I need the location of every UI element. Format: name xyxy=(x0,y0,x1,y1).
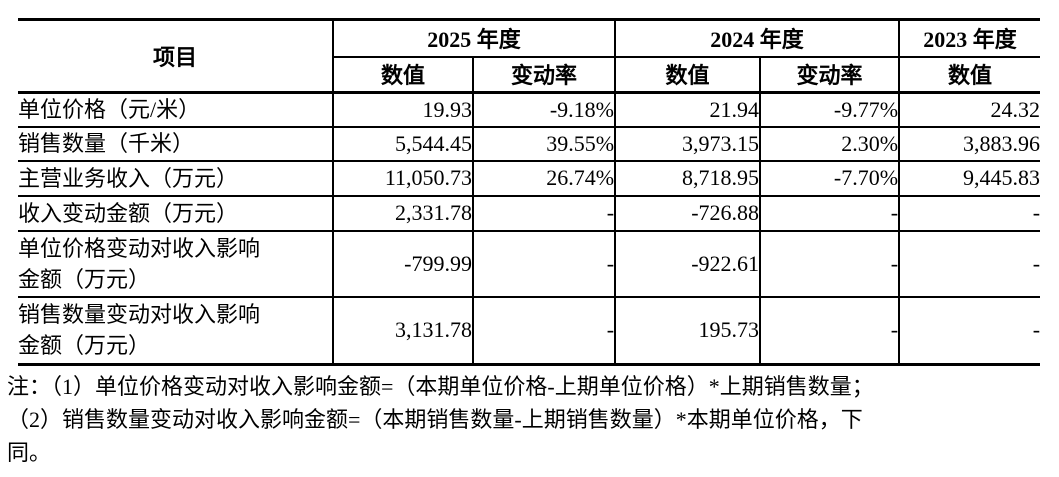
cell-value: - xyxy=(899,195,1041,232)
cell-value: 21.94 xyxy=(615,92,762,128)
cell-value: 26.74% xyxy=(473,160,617,197)
cell-value: - xyxy=(899,296,1041,366)
cell-value: - xyxy=(473,195,617,232)
table-row-main-revenue: 主营业务收入（万元） 11,050.73 26.74% 8,718.95 -7.… xyxy=(18,160,1041,197)
cell-value: 19.93 xyxy=(333,92,474,128)
row-label: 主营业务收入（万元） xyxy=(18,160,334,197)
cell-value: 11,050.73 xyxy=(333,160,474,197)
table-row-unit-price: 单位价格（元/米） 19.93 -9.18% 21.94 -9.77% 24.3… xyxy=(18,92,1041,128)
cell-value: 3,131.78 xyxy=(333,296,474,366)
cell-value: 195.73 xyxy=(615,296,762,366)
cell-value: - xyxy=(760,296,901,366)
cell-value: 9,445.83 xyxy=(899,160,1041,197)
table-row-sales-volume: 销售数量（千米） 5,544.45 39.55% 3,973.15 2.30% … xyxy=(18,126,1041,162)
cell-value: - xyxy=(760,195,901,232)
table-row-price-impact: 单位价格变动对收入影响 金额（万元） -799.99 - -922.61 - - xyxy=(18,230,1041,298)
cell-value: -7.70% xyxy=(760,160,901,197)
column-header-value-2025: 数值 xyxy=(333,56,474,94)
cell-value: - xyxy=(760,230,901,298)
cell-value: 3,973.15 xyxy=(615,126,762,162)
column-header-change-2025: 变动率 xyxy=(473,56,617,94)
cell-value: -922.61 xyxy=(615,230,762,298)
column-header-value-2024: 数值 xyxy=(615,56,762,94)
row-label: 收入变动金额（万元） xyxy=(18,195,334,232)
cell-value: -799.99 xyxy=(333,230,474,298)
cell-value: - xyxy=(473,296,617,366)
cell-value: - xyxy=(899,230,1041,298)
cell-value: 2,331.78 xyxy=(333,195,474,232)
row-label: 销售数量变动对收入影响 金额（万元） xyxy=(18,296,334,366)
table-row-volume-impact: 销售数量变动对收入影响 金额（万元） 3,131.78 - 195.73 - - xyxy=(18,296,1041,366)
column-header-change-2024: 变动率 xyxy=(760,56,901,94)
cell-value: 8,718.95 xyxy=(615,160,762,197)
column-header-year-2023: 2023 年度 xyxy=(899,18,1041,58)
column-header-year-2025: 2025 年度 xyxy=(333,18,617,58)
header-year-row: 项目 2025 年度 2024 年度 2023 年度 xyxy=(18,18,1041,94)
cell-value: -9.18% xyxy=(473,92,617,128)
cell-value: 39.55% xyxy=(473,126,617,162)
cell-value: 2.30% xyxy=(760,126,901,162)
footnotes: 注：（1）单位价格变动对收入影响金额=（本期单位价格-上期单位价格）*上期销售数… xyxy=(7,370,874,469)
cell-value: - xyxy=(473,230,617,298)
column-header-value-2023: 数值 xyxy=(899,56,1041,94)
cell-value: -726.88 xyxy=(615,195,762,232)
column-header-item: 项目 xyxy=(18,18,334,94)
header-sub-row: 数值 变动率 数值 变动率 数值 xyxy=(18,56,1041,94)
row-label: 单位价格（元/米） xyxy=(18,92,334,128)
price-volume-analysis-table: 项目 2025 年度 2024 年度 2023 年度 数值 变动率 数值 变动率… xyxy=(18,18,1041,366)
cell-value: -9.77% xyxy=(760,92,901,128)
cell-value: 5,544.45 xyxy=(333,126,474,162)
column-header-year-2024: 2024 年度 xyxy=(615,18,901,58)
note-line-3: 同。 xyxy=(7,440,52,465)
cell-value: 3,883.96 xyxy=(899,126,1041,162)
row-label: 销售数量（千米） xyxy=(18,126,334,162)
table-row-revenue-change: 收入变动金额（万元） 2,331.78 - -726.88 - - xyxy=(18,195,1041,232)
cell-value: 24.32 xyxy=(899,92,1041,128)
note-line-1: 注：（1）单位价格变动对收入影响金额=（本期单位价格-上期单位价格）*上期销售数… xyxy=(7,374,874,399)
note-line-2: （2）销售数量变动对收入影响金额=（本期销售数量-上期销售数量）*本期单位价格，… xyxy=(7,407,863,432)
row-label: 单位价格变动对收入影响 金额（万元） xyxy=(18,230,334,298)
